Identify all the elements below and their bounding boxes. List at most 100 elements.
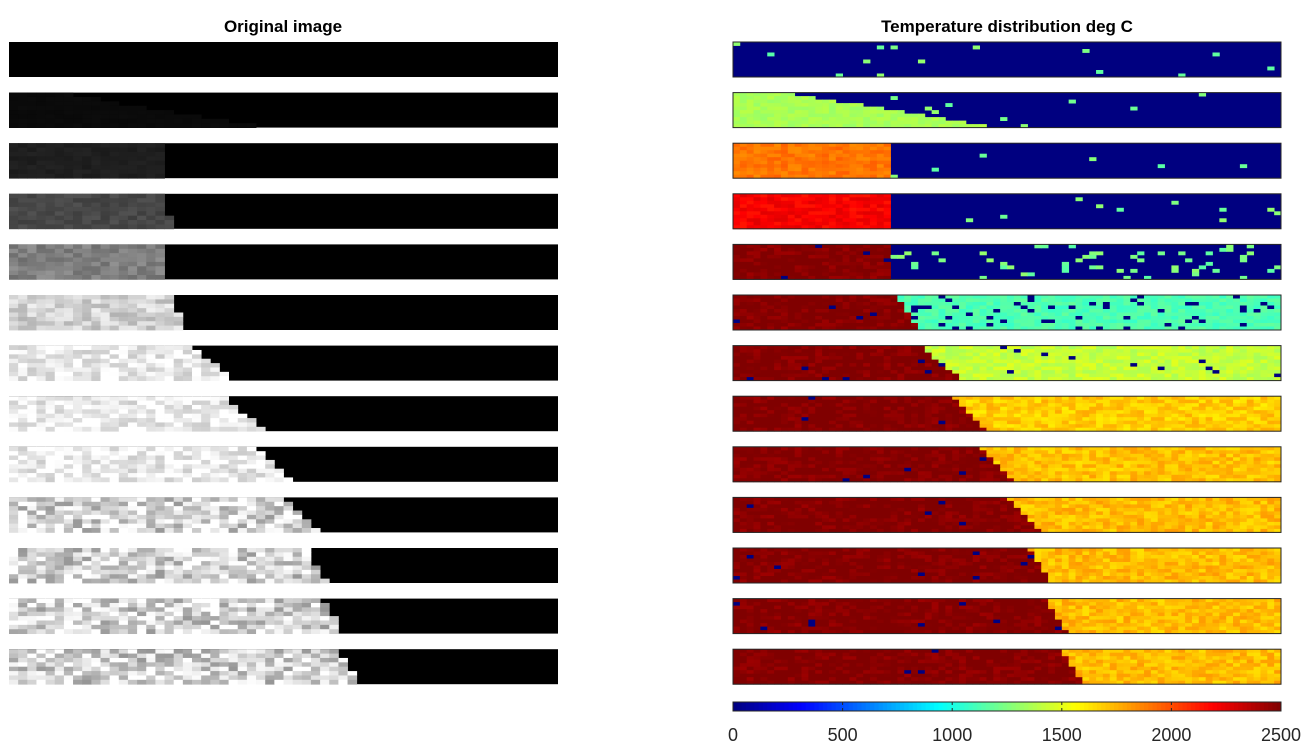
temperature-pixel [815,211,823,216]
original-pixel [73,506,83,511]
temperature-pixel [808,265,816,270]
temperature-pixel [876,345,885,350]
original-pixel [36,624,46,630]
original-pixel [82,312,92,318]
temperature-pixel [753,204,761,209]
temperature-pixel [760,319,768,324]
original-pixel [73,611,83,617]
original-pixel [182,662,193,668]
original-pixel [91,358,101,364]
original-pixel [137,506,147,511]
original-pixel [237,514,248,520]
temperature-pixel [1246,295,1254,299]
original-pixel [283,629,294,635]
original-pixel [146,679,156,685]
original-pixel [45,316,56,322]
temperature-pixel [746,345,754,350]
temperature-pixel [883,265,891,270]
original-pixel [109,354,120,360]
temperature-pixel [1226,373,1234,378]
original-pixel [283,607,294,613]
temperature-pixel [1096,316,1104,320]
temperature-pixel [1000,363,1008,367]
original-pixel [109,653,120,659]
temperature-pixel [787,117,796,121]
temperature-pixel [1020,298,1028,303]
original-pixel [210,552,220,558]
original-pixel [36,611,46,617]
original-pixel [127,514,138,520]
temperature-pixel [808,295,816,299]
temperature-pixel [801,359,809,364]
temperature-pixel [828,309,837,313]
original-pixel [27,569,37,575]
temperature-pixel [1109,312,1117,317]
temperature-pixel [822,366,830,371]
original-pixel [82,198,92,203]
original-pixel [173,325,184,331]
original-pixel [182,468,193,474]
temperature-pixel [822,316,830,320]
temperature-pixel [890,309,898,313]
temperature-pixel [897,323,905,327]
original-pixel [164,446,175,452]
temperature-pixel [760,143,768,148]
original-pixel [54,556,65,562]
original-pixel [18,257,28,263]
temperature-pixel [739,153,748,158]
original-pixel [36,477,46,483]
original-pixel [100,649,111,654]
original-pixel [18,114,28,120]
original-pixel [45,101,56,107]
temperature-pixel [972,323,980,327]
original-pixel [100,446,111,452]
temperature-pixel [1048,363,1056,367]
original-pixel [137,679,147,685]
temperature-pixel [863,59,871,64]
original-pixel [228,477,239,483]
temperature-pixel [760,258,768,263]
original-pixel [237,413,248,419]
original-pixel [63,602,74,608]
temperature-pixel [863,113,871,118]
original-pixel [9,506,19,511]
temperature-pixel [780,261,789,266]
original-pixel [219,523,229,529]
original-pixel [82,418,92,423]
temperature-pixel [1096,373,1104,378]
original-pixel [18,345,28,351]
temperature-pixel [883,117,891,121]
temperature-pixel [760,370,768,374]
temperature-pixel [780,363,789,367]
temperature-pixel [753,356,761,360]
temperature-pixel [739,326,748,331]
original-pixel [100,477,111,483]
temperature-pixel [1157,251,1165,256]
temperature-pixel [1096,204,1104,209]
temperature-pixel [780,193,789,198]
original-pixel [54,295,65,300]
original-pixel [91,501,101,507]
original-pixel [54,477,65,483]
original-pixel [274,653,284,659]
original-pixel [9,451,19,456]
temperature-pixel [739,319,748,324]
original-pixel [265,624,275,630]
original-pixel [210,510,220,516]
temperature-pixel [1246,244,1254,249]
temperature-pixel [1191,309,1200,313]
original-pixel [118,312,129,318]
temperature-pixel [760,345,768,350]
original-pixel [100,202,111,208]
original-pixel [118,666,129,672]
original-pixel [292,602,303,608]
temperature-pixel [753,143,761,148]
temperature-pixel [822,200,830,205]
temperature-pixel [1109,309,1117,313]
temperature-pixel [780,146,789,151]
original-pixel [155,455,165,461]
temperature-pixel [959,323,967,327]
temperature-pixel [1061,268,1070,273]
original-pixel [18,473,28,478]
temperature-pixel [1007,366,1015,371]
